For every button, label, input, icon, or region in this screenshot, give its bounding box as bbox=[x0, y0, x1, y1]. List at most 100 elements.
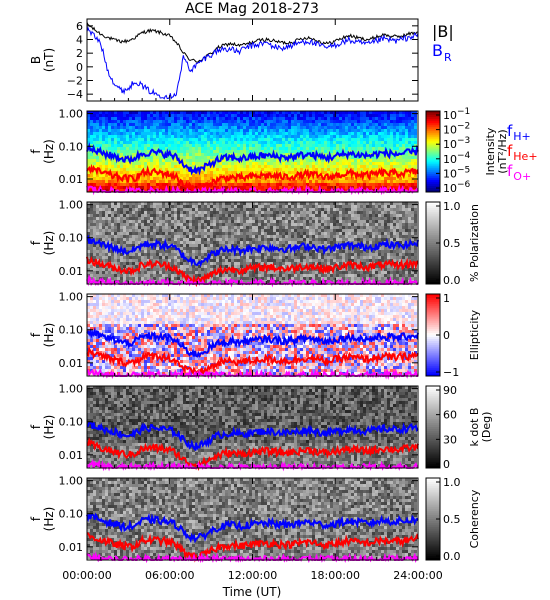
spectro-cell bbox=[252, 189, 255, 192]
spectro-cell bbox=[219, 171, 222, 174]
spectro-cell bbox=[156, 211, 159, 214]
spectro-cell bbox=[387, 235, 390, 238]
spectro-cell bbox=[174, 180, 177, 183]
spectro-cell bbox=[153, 211, 156, 214]
spectro-cell bbox=[294, 168, 297, 171]
spectro-cell bbox=[219, 162, 222, 165]
spectro-cell bbox=[363, 183, 366, 186]
spectro-cell bbox=[198, 114, 201, 117]
spectro-cell bbox=[408, 144, 411, 147]
spectro-cell bbox=[402, 229, 405, 232]
spectro-cell bbox=[96, 238, 99, 241]
spectro-cell bbox=[408, 247, 411, 250]
spectro-cell bbox=[153, 235, 156, 238]
spectro-cell bbox=[360, 208, 363, 211]
spectro-cell bbox=[126, 141, 129, 144]
spectro-cell bbox=[228, 141, 231, 144]
spectro-cell bbox=[174, 238, 177, 241]
spectro-cell bbox=[210, 220, 213, 223]
spectro-cell bbox=[357, 147, 360, 150]
spectro-cell bbox=[297, 144, 300, 147]
spectro-cell bbox=[402, 129, 405, 132]
spectro-cell bbox=[393, 129, 396, 132]
spectro-cell bbox=[219, 202, 222, 205]
spectro-cell bbox=[144, 162, 147, 165]
spectro-cell bbox=[138, 217, 141, 220]
spectro-cell bbox=[300, 250, 303, 253]
spectro-cell bbox=[360, 229, 363, 232]
spectro-cell bbox=[147, 147, 150, 150]
spectro-cell bbox=[411, 214, 414, 217]
spectro-cell bbox=[294, 126, 297, 129]
spectro-cell bbox=[135, 183, 138, 186]
spectro-cell bbox=[396, 180, 399, 183]
spectro-cell bbox=[297, 159, 300, 162]
spectro-cell bbox=[108, 217, 111, 220]
spectro-cell bbox=[267, 229, 270, 232]
spectro-cell bbox=[354, 138, 357, 141]
spectro-cell bbox=[399, 150, 402, 153]
spectro-cell bbox=[309, 180, 312, 183]
spectro-cell bbox=[111, 202, 114, 205]
spectro-cell bbox=[156, 162, 159, 165]
spectro-cell bbox=[117, 202, 120, 205]
spectro-cell bbox=[177, 153, 180, 156]
spectro-cell bbox=[207, 111, 210, 114]
spectro-cell bbox=[123, 165, 126, 168]
spectro-cell bbox=[264, 129, 267, 132]
spectro-cell bbox=[159, 165, 162, 168]
spectro-cell bbox=[120, 141, 123, 144]
spectro-cell bbox=[318, 162, 321, 165]
spectro-cell bbox=[291, 217, 294, 220]
spectro-cell bbox=[93, 220, 96, 223]
spectro-cell bbox=[183, 250, 186, 253]
spectro-cell bbox=[105, 183, 108, 186]
spectro-cell bbox=[249, 214, 252, 217]
spectro-cell bbox=[246, 111, 249, 114]
spectro-cell bbox=[384, 117, 387, 120]
spectro-cell bbox=[213, 229, 216, 232]
spectro-cell bbox=[204, 138, 207, 141]
spectro-cell bbox=[291, 211, 294, 214]
spectro-cell bbox=[198, 241, 201, 244]
spectro-cell bbox=[351, 232, 354, 235]
spectro-cell bbox=[243, 168, 246, 171]
spectro-cell bbox=[396, 141, 399, 144]
spectro-cell bbox=[393, 138, 396, 141]
spectro-cell bbox=[216, 220, 219, 223]
spectro-cell bbox=[306, 238, 309, 241]
spectro-cell bbox=[375, 144, 378, 147]
spectro-cell bbox=[264, 223, 267, 226]
spectro-cell bbox=[201, 117, 204, 120]
spectro-cell bbox=[375, 235, 378, 238]
spectro-cell bbox=[159, 162, 162, 165]
spectro-cell bbox=[180, 147, 183, 150]
spectro-cell bbox=[99, 120, 102, 123]
spectro-cell bbox=[138, 165, 141, 168]
spectro-cell bbox=[414, 186, 417, 189]
spectro-cell bbox=[357, 111, 360, 114]
spectro-cell bbox=[174, 168, 177, 171]
spectro-cell bbox=[291, 183, 294, 186]
spectro-cell bbox=[201, 129, 204, 132]
spectro-cell bbox=[381, 123, 384, 126]
spectro-cell bbox=[294, 144, 297, 147]
spectro-cell bbox=[258, 220, 261, 223]
spectro-cell bbox=[309, 165, 312, 168]
spectro-cell bbox=[288, 250, 291, 253]
spectro-cell bbox=[378, 220, 381, 223]
spectro-cell bbox=[123, 147, 126, 150]
spectro-cell bbox=[357, 183, 360, 186]
spectro-cell bbox=[222, 153, 225, 156]
spectro-cell bbox=[234, 208, 237, 211]
spectro-cell bbox=[249, 132, 252, 135]
spectro-cell bbox=[216, 202, 219, 205]
spectro-cell bbox=[177, 186, 180, 189]
spectro-cell bbox=[150, 135, 153, 138]
spectro-cell bbox=[288, 132, 291, 135]
spectro-cell bbox=[195, 226, 198, 229]
spectro-cell bbox=[387, 241, 390, 244]
spectro-cell bbox=[138, 214, 141, 217]
spectro-cell bbox=[123, 229, 126, 232]
spectro-cell bbox=[375, 217, 378, 220]
